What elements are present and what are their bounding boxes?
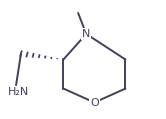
- Text: N: N: [82, 29, 90, 39]
- Text: H₂N: H₂N: [8, 87, 29, 97]
- Text: O: O: [90, 97, 99, 107]
